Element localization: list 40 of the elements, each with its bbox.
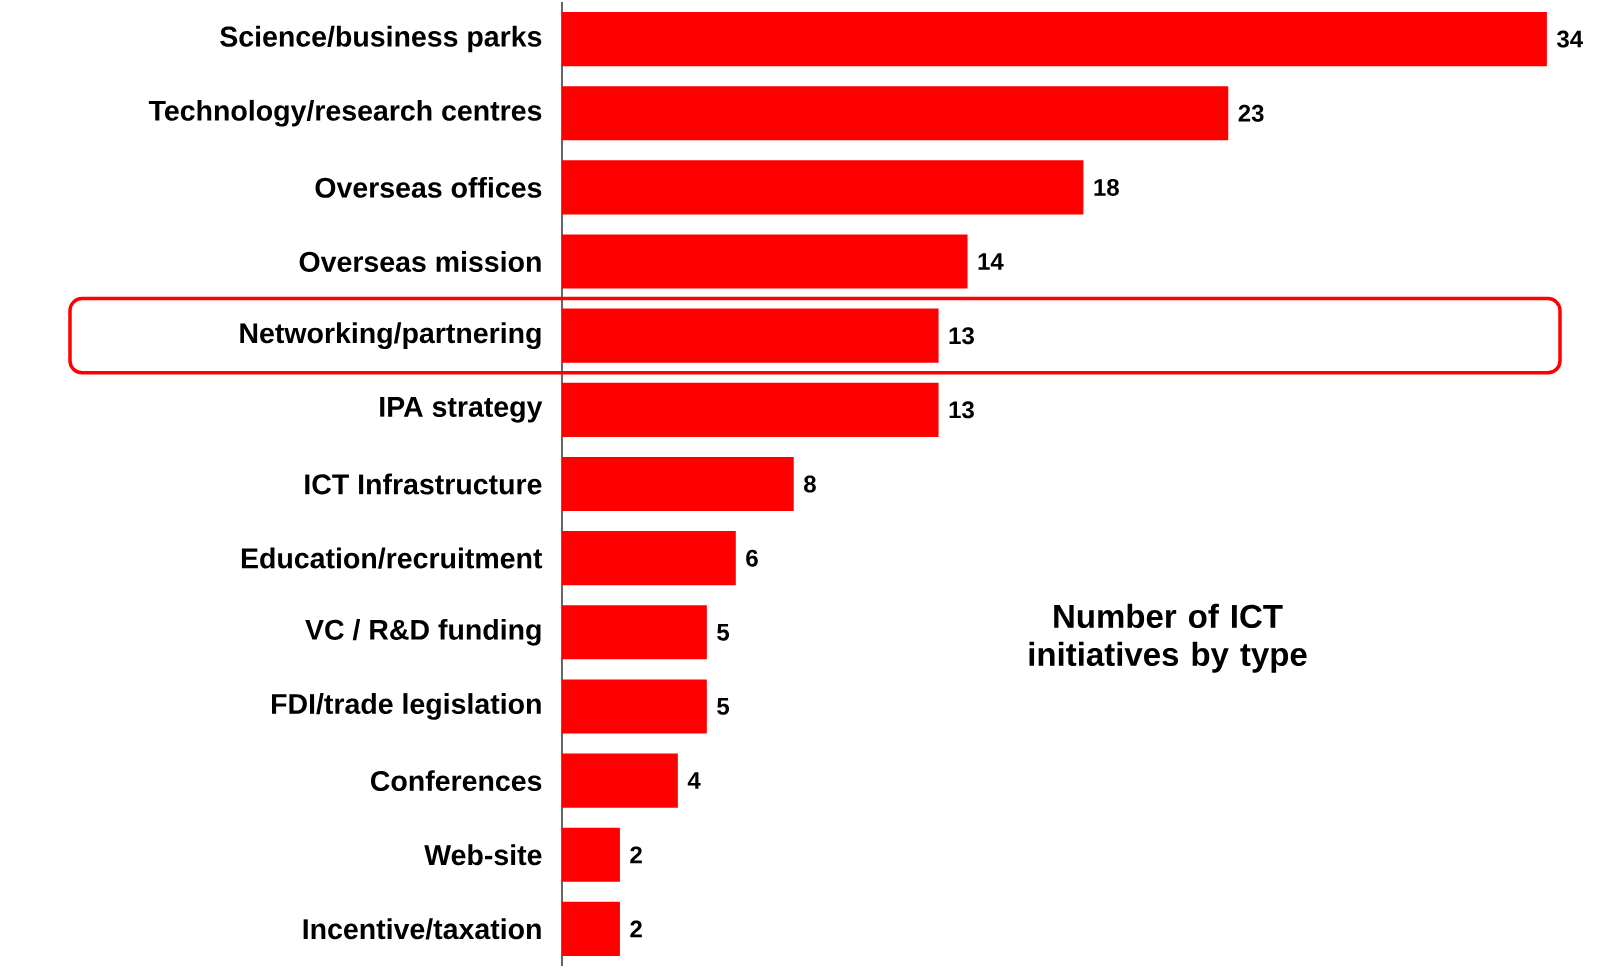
data-label: 2 [630, 920, 642, 938]
bar [562, 160, 1084, 215]
bar [562, 901, 620, 956]
bar [562, 86, 1229, 141]
text: Number of ICT initiatives by type [1029, 603, 1307, 673]
y-tick-label: Overseas mission [299, 251, 541, 272]
bar [562, 753, 678, 808]
bar [562, 382, 939, 437]
data-label: 18 [1094, 178, 1119, 196]
data-label: 5 [717, 623, 730, 641]
bar [562, 827, 620, 882]
data-label: 4 [687, 772, 701, 789]
data-label: 13 [949, 327, 974, 345]
bar [562, 12, 1547, 67]
y-tick-label: Incentive/taxation [303, 918, 541, 940]
data-label: 2 [630, 846, 642, 864]
data-label: 5 [717, 698, 730, 715]
y-tick-label: Conferences [371, 770, 542, 792]
y-tick-label: Overseas offices [315, 176, 542, 198]
data-label: 8 [804, 475, 816, 493]
y-tick-label: IPA strategy [380, 397, 543, 423]
data-label: 23 [1238, 104, 1264, 122]
bar [562, 605, 707, 660]
bar [562, 234, 968, 289]
data-label: 13 [949, 401, 974, 419]
y-tick-label: VC / R&D funding [305, 618, 541, 646]
y-tick-label: FDI/trade legislation [272, 693, 541, 720]
data-label: 14 [978, 253, 1004, 270]
data-label: 6 [746, 549, 758, 567]
bar [562, 308, 939, 363]
y-tick-label: Technology/research centres [148, 99, 542, 127]
data-label: 34 [1556, 30, 1583, 48]
y-tick-label: Education/recruitment [241, 547, 543, 569]
y-tick-label: Web-site [424, 844, 542, 866]
y-tick-label: ICT Infrastructure [305, 473, 542, 495]
bar [562, 531, 736, 586]
y-tick-label: Science/business parks [220, 25, 542, 53]
bar [562, 456, 794, 512]
y-tick-label: Networking/partnering [240, 322, 541, 350]
bar [562, 679, 707, 734]
